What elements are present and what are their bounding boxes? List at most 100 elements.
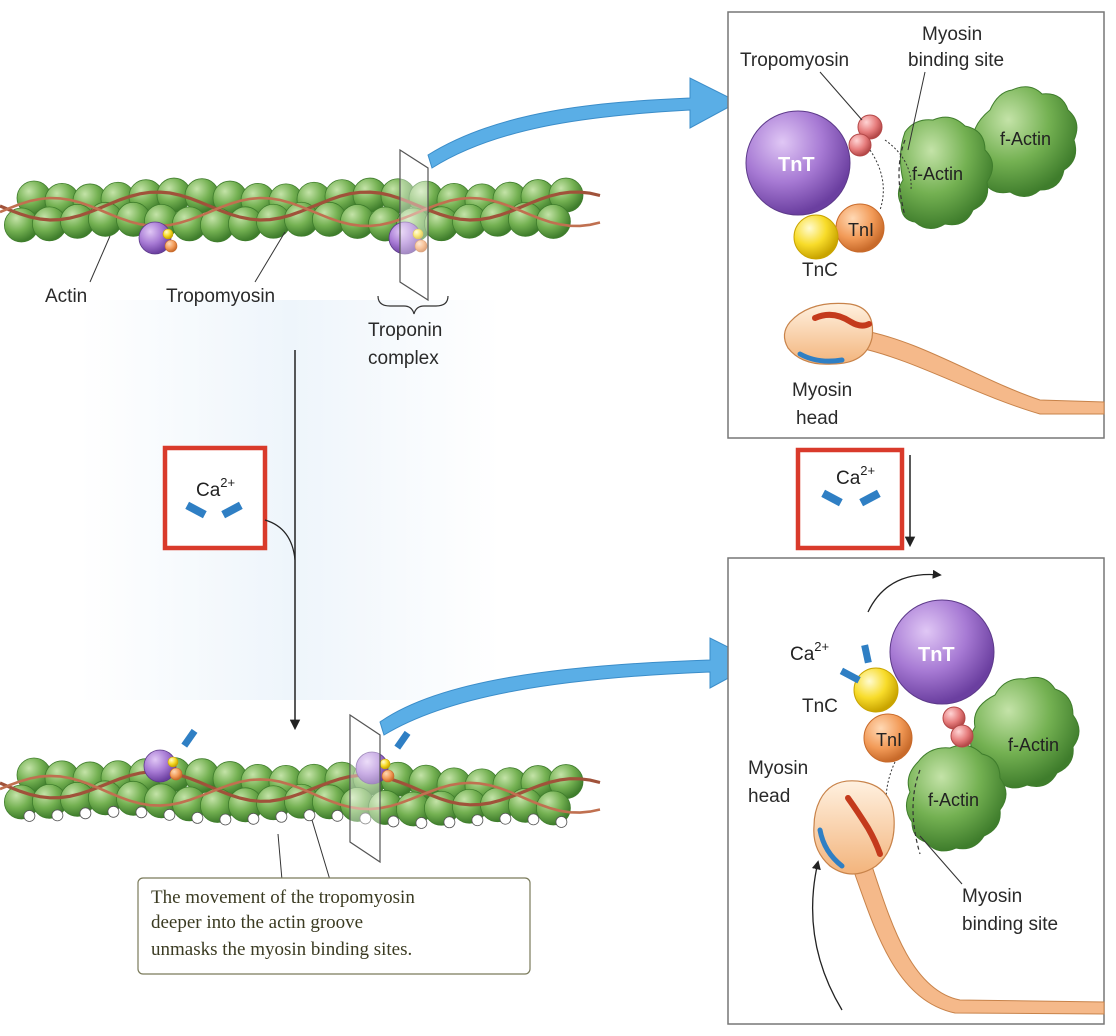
myosin-binding-site-dot — [135, 806, 148, 819]
calcium-box-left — [162, 445, 268, 551]
calcium-ion-bound-2 — [394, 730, 411, 750]
troponin-c — [167, 756, 179, 768]
calcium-ion-right-a — [821, 489, 843, 507]
myosin-binding-site-dot — [415, 817, 428, 829]
myosin-binding-site-dot — [51, 809, 64, 822]
myosin-head-label-bottom-line1: Myosin — [748, 758, 808, 779]
thin-filament-bottom — [0, 749, 601, 829]
troponin-c — [162, 228, 174, 240]
tnc-label-top: TnC — [802, 260, 838, 281]
tni-linker-top — [869, 139, 912, 211]
myosin-head-blue-band-bottom — [817, 827, 845, 869]
myosin-head-red-band-top — [812, 311, 872, 329]
tropomyosin-label-top-right: Tropomyosin — [740, 50, 849, 71]
calcium-box-right — [795, 447, 905, 551]
troponin-i — [414, 239, 428, 253]
myosin-binding-site-dot — [247, 812, 260, 825]
myosin-binding-site-dot — [555, 816, 568, 828]
myosin-binding-site-dot — [23, 810, 36, 822]
f-actin-label-bottom-mid: f-Actin — [928, 790, 979, 810]
tropomyosin-strand — [0, 770, 601, 807]
myosin-binding-site-dot — [387, 815, 400, 828]
tni-label-top: TnI — [848, 220, 874, 240]
tnt-globule-top — [745, 110, 851, 216]
caption-line3: unmasks the myosin binding sites. — [151, 939, 412, 960]
tnc-label-bottom: TnC — [802, 696, 838, 717]
myosin-binding-label-top-line2: binding site — [908, 50, 1004, 71]
myosin-binding-leader-bottom — [919, 835, 963, 885]
myosin-binding-site-dot — [191, 812, 204, 824]
tni-label-bottom: TnI — [876, 730, 902, 750]
calcium-connector-left — [264, 519, 296, 561]
calcium-ion-bound-tnc-a — [839, 667, 861, 684]
calcium-label-right: Ca2+ — [836, 463, 875, 489]
calcium-label-bottom: Ca2+ — [790, 639, 829, 665]
calcium-ion-bound-tnc-b — [861, 644, 872, 664]
calcium-ion-left-a — [185, 501, 207, 519]
myosin-head-bottom — [813, 780, 895, 875]
tnt-label-bottom: TnT — [918, 644, 955, 666]
calcium-ion-bound-1 — [181, 728, 198, 748]
caption-leader-2 — [311, 819, 331, 881]
myosin-head-label-top-line1: Myosin — [792, 380, 852, 401]
myosin-binding-site-dot — [499, 812, 512, 825]
tnt-label-top: TnT — [778, 154, 815, 176]
myosin-binding-site-dot — [443, 816, 456, 829]
caption-line1: The movement of the tropomyosin — [151, 887, 415, 908]
caption-leader-1 — [277, 833, 283, 881]
calcium-ion-left-b — [221, 501, 243, 519]
tropomyosin-strand — [0, 196, 601, 228]
troponin-c — [412, 228, 424, 240]
myosin-binding-site-dot — [471, 814, 484, 827]
f-actin-label-top-right: f-Actin — [1000, 129, 1051, 149]
myosin-binding-site-dot — [107, 805, 120, 818]
myosin-binding-site-dot — [79, 807, 92, 820]
myosin-head-blue-band-top — [797, 351, 845, 364]
actin-label: Actin — [45, 286, 87, 307]
binding-site-outline-bottom — [912, 769, 921, 855]
caption-box — [137, 877, 531, 975]
callout-arrow-top — [427, 77, 740, 169]
tropomyosin-cross-section-bottom-b — [950, 724, 974, 748]
troponin-i — [381, 769, 395, 783]
calcium-ion-right-b — [859, 489, 881, 507]
rotation-arrow — [867, 569, 942, 613]
troponin-i — [169, 767, 183, 781]
myosin-head-red-band-bottom — [845, 795, 883, 857]
tropomyosin-cross-section-top-b — [848, 133, 872, 157]
tnt-globule-bottom — [889, 599, 995, 705]
tropomyosin-label: Tropomyosin — [166, 286, 275, 307]
myosin-binding-site-dot — [219, 813, 232, 826]
f-actin-globule-top-mid — [897, 116, 993, 229]
myosin-head-label-top-line2: head — [796, 408, 838, 429]
tropomyosin-leader — [254, 231, 286, 283]
myosin-binding-label-bottom-line1: Myosin — [962, 886, 1022, 907]
myosin-binding-label-bottom-line2: binding site — [962, 914, 1058, 935]
myosin-tail-bottom — [851, 859, 1105, 1015]
troponin-c — [379, 758, 391, 770]
f-actin-label-bottom-right: f-Actin — [1008, 735, 1059, 755]
f-actin-globule-bottom-mid — [906, 744, 1007, 852]
myosin-binding-site-dot — [163, 808, 176, 821]
tni-globule-bottom — [863, 713, 913, 763]
tnc-globule-top — [793, 214, 839, 260]
myosin-binding-label-top-line1: Myosin — [922, 24, 982, 45]
troponin-brace — [377, 295, 449, 315]
actin-monomer — [536, 204, 571, 239]
myosin-binding-site-dot — [303, 809, 316, 822]
troponin-complex-label-line2: complex — [368, 348, 439, 369]
left-background-panel — [80, 300, 500, 700]
tnc-globule-bottom — [853, 667, 899, 713]
tropomyosin-strand — [0, 774, 601, 814]
myosin-binding-site-dot — [275, 810, 288, 823]
myosin-binding-site-dot — [359, 812, 372, 825]
cross-section-plane-bottom — [349, 713, 381, 864]
tropomyosin-cross-section-top-a — [857, 114, 883, 140]
cross-section-plane-top — [399, 148, 429, 302]
actin-leader — [89, 235, 111, 283]
power-stroke-arrow — [811, 860, 843, 1011]
myosin-binding-leader-top — [907, 71, 926, 151]
tropomyosin-leader-top-right — [819, 71, 863, 121]
myosin-binding-site-dot — [331, 809, 344, 822]
